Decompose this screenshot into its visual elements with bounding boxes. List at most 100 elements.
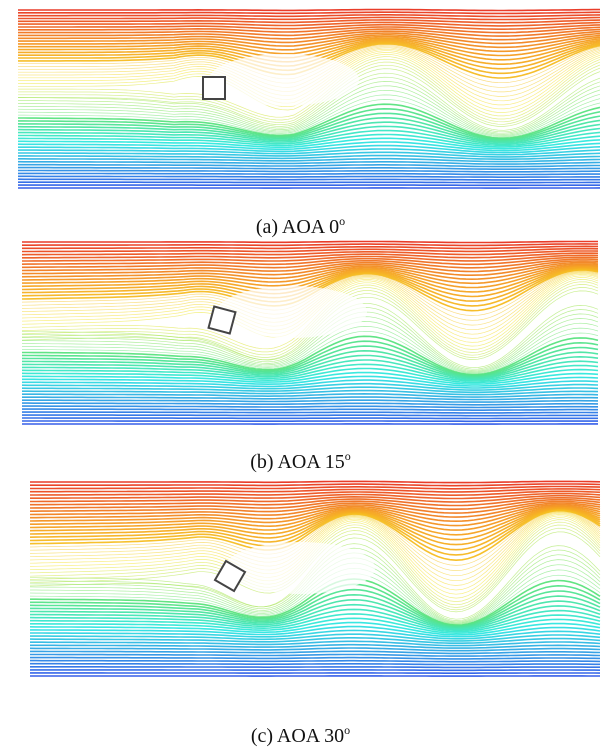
streamline [18,38,600,61]
streamline [30,507,601,541]
streamline [18,35,600,53]
streamline [22,379,599,389]
square-cylinder [213,559,247,593]
streamline [30,503,601,523]
wake-region [217,286,367,338]
streamline [30,512,601,586]
streamline [18,116,600,143]
streamline [22,240,598,244]
streamline [22,340,599,377]
streamline [18,21,600,27]
caption-c: (c) AOA 30o [0,724,601,746]
streamline [22,254,599,262]
streamline [30,578,601,627]
streamline [22,266,599,293]
panel-aoa-30 [0,470,601,695]
streamline [30,588,601,628]
streamline [18,61,600,123]
streamline [22,402,599,406]
streamline [22,367,599,384]
streamline [18,94,600,137]
streamline [22,243,598,247]
streamline [30,637,601,644]
streamline [30,621,601,636]
streamline [30,480,601,484]
streamline [18,72,600,131]
streamline [30,508,601,551]
degree-mark-c: o [344,723,351,737]
streamline [22,245,598,250]
streamline [18,169,600,173]
streamline [18,175,600,178]
streamline [30,510,601,566]
streamline [30,510,601,571]
streamline [30,617,601,635]
streamline [30,492,601,500]
streamline [22,389,599,396]
streamline [18,121,600,144]
streamline [30,508,601,546]
streamline [22,326,599,374]
streamline [30,593,601,629]
streamline [30,583,601,627]
streamline [30,494,601,503]
streamline [30,497,601,507]
streamline [22,414,598,417]
streamline [22,307,599,370]
streamline [30,613,601,633]
streamline [18,148,600,156]
streamline [18,81,600,134]
streamline [22,335,599,376]
streamline [30,643,601,649]
streamline [18,68,600,127]
streamline [22,375,599,387]
streamline [18,23,600,30]
contour-plot-c [30,480,601,677]
streamline [22,405,598,409]
streamline [18,28,600,37]
square-cylinder [202,76,226,100]
panel-aoa-0 [0,0,601,205]
streamline [22,349,599,379]
streamline [18,129,600,147]
streamline [30,650,601,655]
streamline [22,359,599,381]
streamline [18,125,600,145]
streamline [18,16,600,21]
streamline [18,11,600,15]
caption-b: (b) AOA 15o [0,450,601,472]
streamline [30,506,601,536]
streamline [22,386,599,394]
panel-aoa-15 [0,236,601,436]
streamline [22,396,599,401]
streamline [18,141,600,152]
streamline [30,512,601,582]
streamline [22,321,599,373]
streamline [22,392,599,398]
streamline [30,483,601,487]
streamline [30,506,601,531]
streamline [22,256,599,266]
streamline [18,151,600,158]
streamline [30,500,601,514]
streamline [22,302,599,369]
streamline [22,399,599,403]
streamline [22,382,599,391]
streamline [30,505,601,527]
streamline [30,640,601,647]
streamline [18,34,600,49]
streamline [18,166,600,170]
streamline [18,172,600,176]
streamline [18,112,600,142]
streamline [30,511,601,577]
degree-mark-a: o [339,214,346,228]
streamline [22,316,599,372]
caption-a-text: (a) AOA 0 [255,216,340,238]
streamline [30,656,601,660]
streamline [22,247,599,253]
streamline [18,133,600,148]
streamline [22,345,599,378]
caption-b-text: (b) AOA 15 [250,451,345,473]
streamline [22,252,599,259]
streamline [18,30,600,41]
